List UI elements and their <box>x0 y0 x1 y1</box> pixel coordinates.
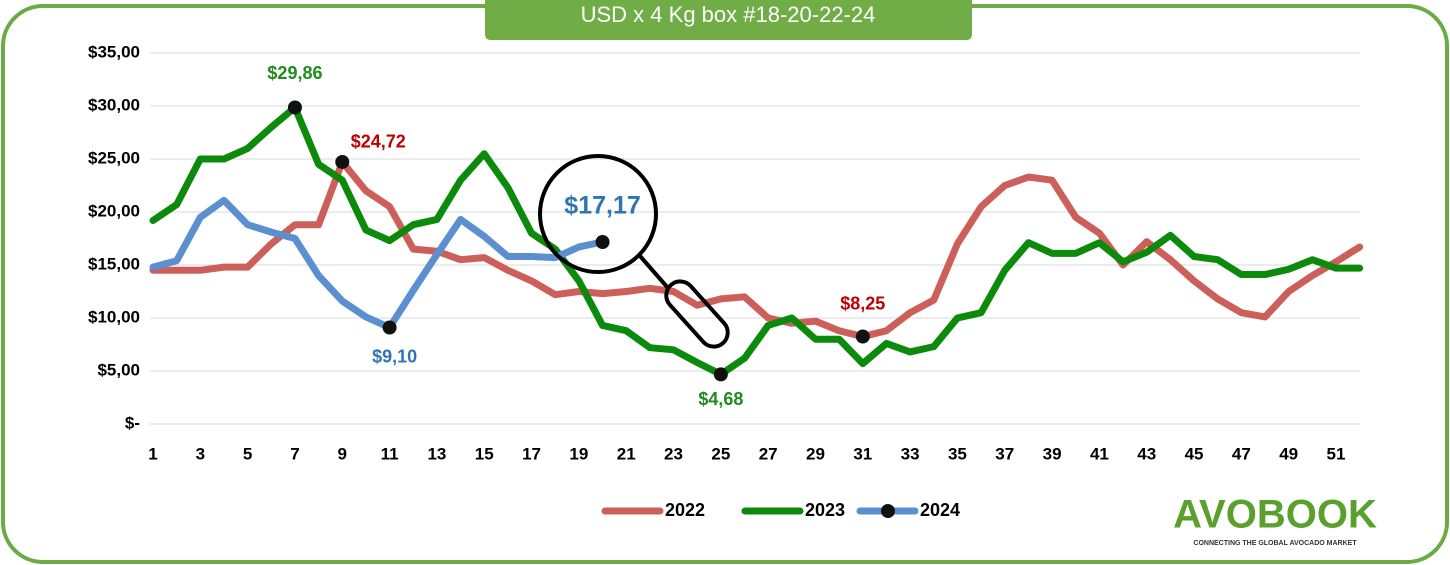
x-tick-label: 31 <box>853 444 872 463</box>
x-tick-label: 15 <box>475 444 494 463</box>
y-tick-label: $25,00 <box>88 148 140 167</box>
data-point <box>382 320 397 335</box>
title-tab <box>485 0 972 40</box>
data-label: $29,86 <box>267 63 322 83</box>
data-label: $24,72 <box>351 132 406 152</box>
data-point <box>855 329 870 344</box>
data-label: $17,17 <box>564 192 640 220</box>
y-tick-label: $15,00 <box>88 254 140 273</box>
x-tick-label: 47 <box>1232 444 1251 463</box>
x-tick-label: 41 <box>1090 444 1109 463</box>
series-line <box>149 158 1364 341</box>
legend-label: 2023 <box>805 500 845 520</box>
legend-label: 2024 <box>920 500 960 520</box>
x-tick-label: 7 <box>290 444 299 463</box>
data-label: $9,10 <box>372 346 417 366</box>
x-tick-label: 17 <box>522 444 541 463</box>
x-tick-label: 21 <box>617 444 636 463</box>
data-point <box>287 100 302 115</box>
x-tick-label: 49 <box>1279 444 1298 463</box>
x-tick-label: 5 <box>243 444 252 463</box>
frame <box>1 4 1449 564</box>
x-tick-label: 43 <box>1137 444 1156 463</box>
x-tick-label: 33 <box>901 444 920 463</box>
x-tick-label: 27 <box>759 444 778 463</box>
y-tick-label: $30,00 <box>88 95 140 114</box>
magnifier <box>538 154 730 349</box>
x-tick-label: 13 <box>427 444 446 463</box>
data-point <box>335 154 350 169</box>
data-point <box>713 367 728 382</box>
logo: AVOBOOK <box>1173 493 1377 537</box>
chart-title: USD x 4 Kg box #18-20-22-24 <box>581 2 876 27</box>
y-tick-label: $35,00 <box>88 42 140 61</box>
x-tick-label: 45 <box>1185 444 1204 463</box>
x-tick-label: 23 <box>664 444 683 463</box>
x-tick-label: 1 <box>148 444 157 463</box>
x-tick-label: 9 <box>338 444 347 463</box>
x-tick-label: 39 <box>1043 444 1062 463</box>
data-label: $4,68 <box>698 389 743 409</box>
x-tick-label: 51 <box>1327 444 1346 463</box>
y-tick-label: $5,00 <box>97 360 140 379</box>
x-tick-label: 37 <box>995 444 1014 463</box>
legend-label: 2022 <box>665 500 705 520</box>
data-point <box>595 234 610 249</box>
data-label: $8,25 <box>840 293 885 313</box>
x-tick-label: 29 <box>806 444 825 463</box>
y-tick-label: $10,00 <box>88 307 140 326</box>
x-tick-label: 11 <box>381 444 399 463</box>
y-tick-label: $20,00 <box>88 201 140 220</box>
x-tick-label: 3 <box>196 444 205 463</box>
x-tick-label: 19 <box>569 444 588 463</box>
series-line <box>149 196 607 332</box>
logo-tagline: CONNECTING THE GLOBAL AVOCADO MARKET <box>1193 540 1357 547</box>
x-tick-label: 25 <box>711 444 730 463</box>
x-tick-label: 35 <box>948 444 967 463</box>
series-line <box>149 103 1364 378</box>
legend-marker <box>881 504 895 518</box>
y-tick-label: $- <box>125 413 140 432</box>
